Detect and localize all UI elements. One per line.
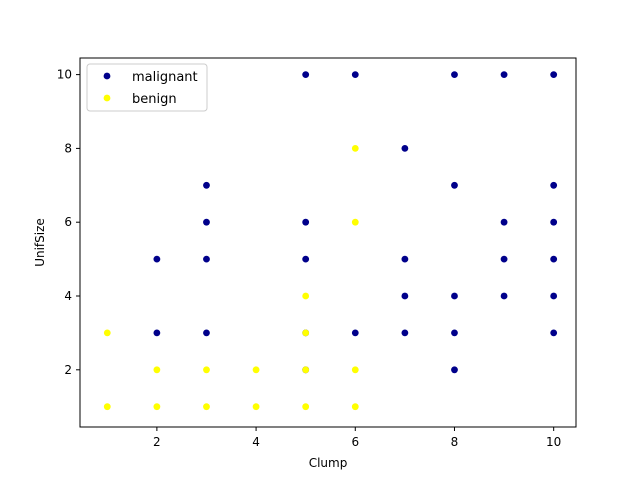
point-benign-4	[302, 329, 310, 337]
point-malignant-7	[451, 181, 458, 189]
legend-box	[86, 63, 208, 112]
point-malignant-0	[302, 71, 310, 78]
point-malignant-15	[302, 255, 310, 263]
x-axis-ticks: 2 4 6 8 10	[153, 427, 561, 449]
point-benign-14	[302, 403, 310, 411]
point-benign-2	[302, 292, 310, 300]
point-benign-12	[203, 403, 210, 411]
point-malignant-8	[550, 181, 558, 189]
y-tick-label-10: 10	[57, 68, 72, 82]
point-malignant-4	[550, 71, 558, 78]
point-benign-6	[203, 366, 210, 374]
point-malignant-22	[550, 292, 558, 300]
point-malignant-26	[351, 329, 359, 337]
point-malignant-9	[203, 218, 210, 226]
point-benign-11	[153, 403, 161, 411]
point-malignant-2	[451, 71, 458, 78]
y-tick-label-4: 4	[64, 289, 72, 303]
point-malignant-19	[401, 292, 409, 300]
point-benign-1	[351, 218, 359, 226]
x-tick-label-4: 4	[252, 435, 260, 449]
legend-marker-benign	[103, 94, 111, 102]
plot-marks	[103, 71, 558, 411]
y-tick-label-2: 2	[64, 363, 72, 377]
y-tick-label-6: 6	[64, 215, 72, 229]
x-axis-label: Clump	[309, 456, 348, 470]
point-malignant-23	[153, 329, 161, 337]
point-malignant-24	[203, 329, 210, 337]
point-malignant-12	[550, 218, 558, 226]
point-benign-10	[103, 403, 111, 411]
point-malignant-20	[451, 292, 458, 300]
x-tick-label-10: 10	[546, 435, 561, 449]
legend-label-malignant: malignant	[132, 70, 198, 85]
y-axis-label: UnifSize	[33, 218, 47, 267]
point-malignant-10	[302, 218, 310, 226]
point-malignant-28	[451, 329, 458, 337]
point-malignant-27	[401, 329, 409, 337]
point-malignant-1	[351, 71, 359, 78]
y-tick-label-8: 8	[64, 141, 72, 155]
point-benign-15	[351, 403, 359, 411]
point-benign-5	[153, 366, 161, 374]
point-benign-13	[252, 403, 260, 411]
point-malignant-18	[550, 255, 558, 263]
point-benign-0	[351, 145, 359, 152]
point-malignant-3	[500, 71, 508, 78]
x-tick-label-2: 2	[153, 435, 161, 449]
x-tick-label-6: 6	[351, 435, 359, 449]
point-malignant-16	[401, 255, 409, 263]
point-malignant-21	[500, 292, 508, 300]
point-malignant-17	[500, 255, 508, 263]
point-malignant-13	[153, 255, 161, 263]
legend-label-benign: benign	[132, 92, 177, 107]
point-malignant-11	[500, 218, 508, 226]
x-tick-label-8: 8	[451, 435, 459, 449]
point-benign-9	[351, 366, 359, 374]
y-axis-ticks: 2 4 6 8 10	[57, 68, 80, 377]
point-malignant-30	[451, 366, 458, 374]
point-malignant-5	[401, 145, 409, 152]
point-malignant-14	[203, 255, 210, 263]
legend-marker-malignant	[103, 72, 111, 80]
plot-frame	[79, 57, 577, 428]
point-malignant-6	[203, 181, 210, 189]
point-benign-7	[252, 366, 260, 374]
point-malignant-29	[550, 329, 558, 337]
point-benign-3	[103, 329, 111, 337]
legend: malignant benign	[86, 63, 208, 112]
point-benign-8	[302, 366, 310, 374]
